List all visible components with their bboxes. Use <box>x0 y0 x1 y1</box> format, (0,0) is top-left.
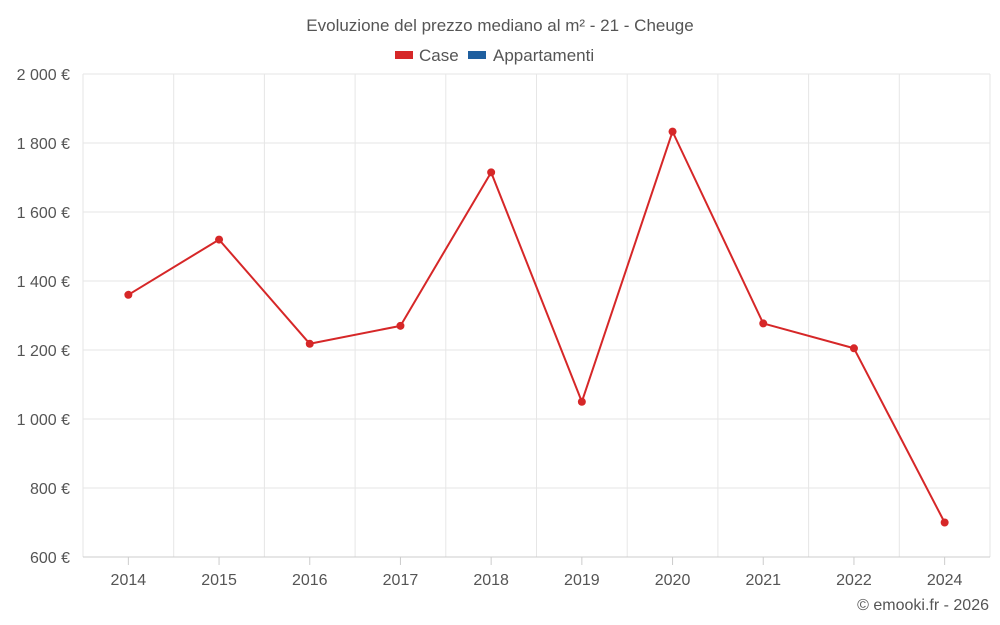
y-tick-label: 2 000 € <box>17 67 70 84</box>
data-point-case[interactable] <box>215 235 224 244</box>
y-tick-label: 1 800 € <box>17 136 70 153</box>
x-tick-label: 2017 <box>383 572 419 589</box>
y-tick-label: 800 € <box>30 481 70 498</box>
x-axis-ticks: 2014 2015 2016 2017 2018 2019 2020 2021 2022 2024 <box>111 557 963 589</box>
data-point-case[interactable] <box>124 290 133 299</box>
legend-item-case[interactable]: Case <box>395 46 459 65</box>
y-tick-label: 1 200 € <box>17 343 70 360</box>
legend-label-case: Case <box>419 46 459 65</box>
data-point-case[interactable] <box>668 127 677 136</box>
x-tick-label: 2020 <box>655 572 691 589</box>
chart-title: Evoluzione del prezzo mediano al m² - 21… <box>306 16 693 35</box>
data-point-case[interactable] <box>849 344 858 353</box>
grid <box>82 73 991 557</box>
legend-label-appartamenti: Appartamenti <box>493 46 594 65</box>
y-axis-ticks: 600 € 800 € 1 000 € 1 200 € 1 400 € 1 600 € 1 … <box>17 67 70 567</box>
y-tick-label: 1 400 € <box>17 274 70 291</box>
series-line-case <box>127 130 946 523</box>
legend-item-appartamenti[interactable]: Appartamenti <box>468 46 594 65</box>
series-case <box>124 127 949 527</box>
x-tick-label: 2014 <box>111 572 147 589</box>
data-point-case[interactable] <box>940 518 949 527</box>
data-point-case[interactable] <box>487 168 496 177</box>
legend-swatch-case <box>395 51 413 59</box>
y-tick-label: 600 € <box>30 550 70 567</box>
data-point-case[interactable] <box>759 319 768 328</box>
x-tick-label: 2024 <box>927 572 963 589</box>
y-tick-label: 1 600 € <box>17 205 70 222</box>
legend: Case Appartamenti <box>395 46 594 65</box>
x-tick-label: 2015 <box>201 572 237 589</box>
x-tick-label: 2016 <box>292 572 328 589</box>
legend-swatch-appartamenti <box>468 51 486 59</box>
data-point-case[interactable] <box>396 321 405 330</box>
credit-text: © emooki.fr - 2026 <box>857 597 989 614</box>
x-tick-label: 2018 <box>473 572 509 589</box>
y-tick-label: 1 000 € <box>17 412 70 429</box>
x-tick-label: 2019 <box>564 572 600 589</box>
data-point-case[interactable] <box>577 397 586 406</box>
x-tick-label: 2021 <box>745 572 781 589</box>
x-tick-label: 2022 <box>836 572 872 589</box>
data-point-case[interactable] <box>305 339 314 348</box>
